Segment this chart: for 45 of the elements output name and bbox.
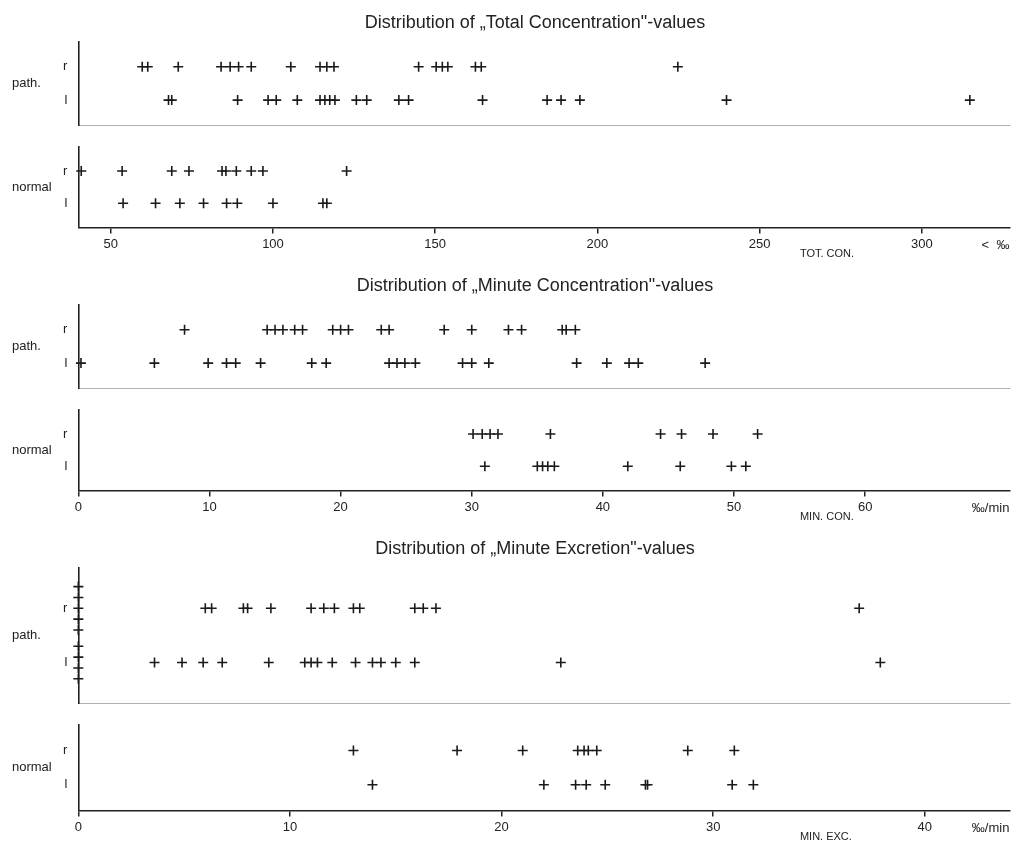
x-axis-title: MIN. EXC. [799, 830, 852, 843]
y-tick-label: r [62, 321, 68, 337]
x-tick-label: 40 [917, 818, 932, 834]
x-tick-label: 20 [494, 818, 509, 834]
y-tick-label: l [64, 776, 68, 792]
x-tick-label: 30 [464, 498, 479, 514]
x-tick-label: 60 [857, 498, 873, 514]
y-tick-label: l [64, 354, 68, 370]
y-axis-title: path. [12, 74, 41, 90]
x-tick-label: 150 [424, 235, 447, 251]
x-tick-label: 50 [103, 235, 118, 251]
y-axis-title: normal [12, 759, 52, 775]
text: ‰/min [971, 499, 1010, 515]
chart-title: Distribution of „Total Concentration"-values [364, 11, 706, 32]
x-tick-label: 10 [282, 818, 298, 834]
y-tick-label: l [64, 457, 68, 473]
x-tick-label: 0 [74, 818, 82, 834]
x-tick-label: 10 [202, 498, 217, 514]
x-axis-title: TOT. CON. [799, 247, 855, 260]
x-tick-label: 30 [705, 818, 721, 834]
x-tick-label: 0 [74, 498, 82, 514]
y-tick-label: l [64, 91, 68, 107]
y-tick-label: r [62, 599, 68, 615]
y-tick-label: r [62, 425, 68, 441]
x-tick-label: 40 [595, 498, 611, 514]
y-tick-label: r [62, 742, 68, 758]
x-tick-label: 20 [333, 498, 348, 514]
y-axis-title: normal [12, 178, 52, 194]
x-tick-label: 100 [262, 235, 284, 251]
chart-title: Distribution of „Minute Excretion"-values [375, 537, 695, 558]
x-tick-label: 200 [586, 235, 609, 251]
y-tick-label: l [64, 654, 68, 670]
y-axis-title: path. [12, 337, 41, 353]
x-tick-label: 300 [910, 235, 933, 251]
text: ‰/min [971, 819, 1010, 835]
y-tick-label: r [62, 162, 68, 178]
x-axis-title: MIN. CON. [799, 510, 854, 523]
y-axis-title: normal [12, 441, 52, 457]
x-tick-label: 50 [726, 498, 742, 514]
text: < ‰ [981, 236, 1010, 252]
chart-title: Distribution of „Minute Concentration"-values [356, 274, 714, 295]
x-tick-label: 250 [748, 235, 771, 251]
y-tick-label: l [64, 194, 68, 210]
y-tick-label: r [62, 58, 68, 74]
y-axis-title: path. [12, 626, 41, 642]
